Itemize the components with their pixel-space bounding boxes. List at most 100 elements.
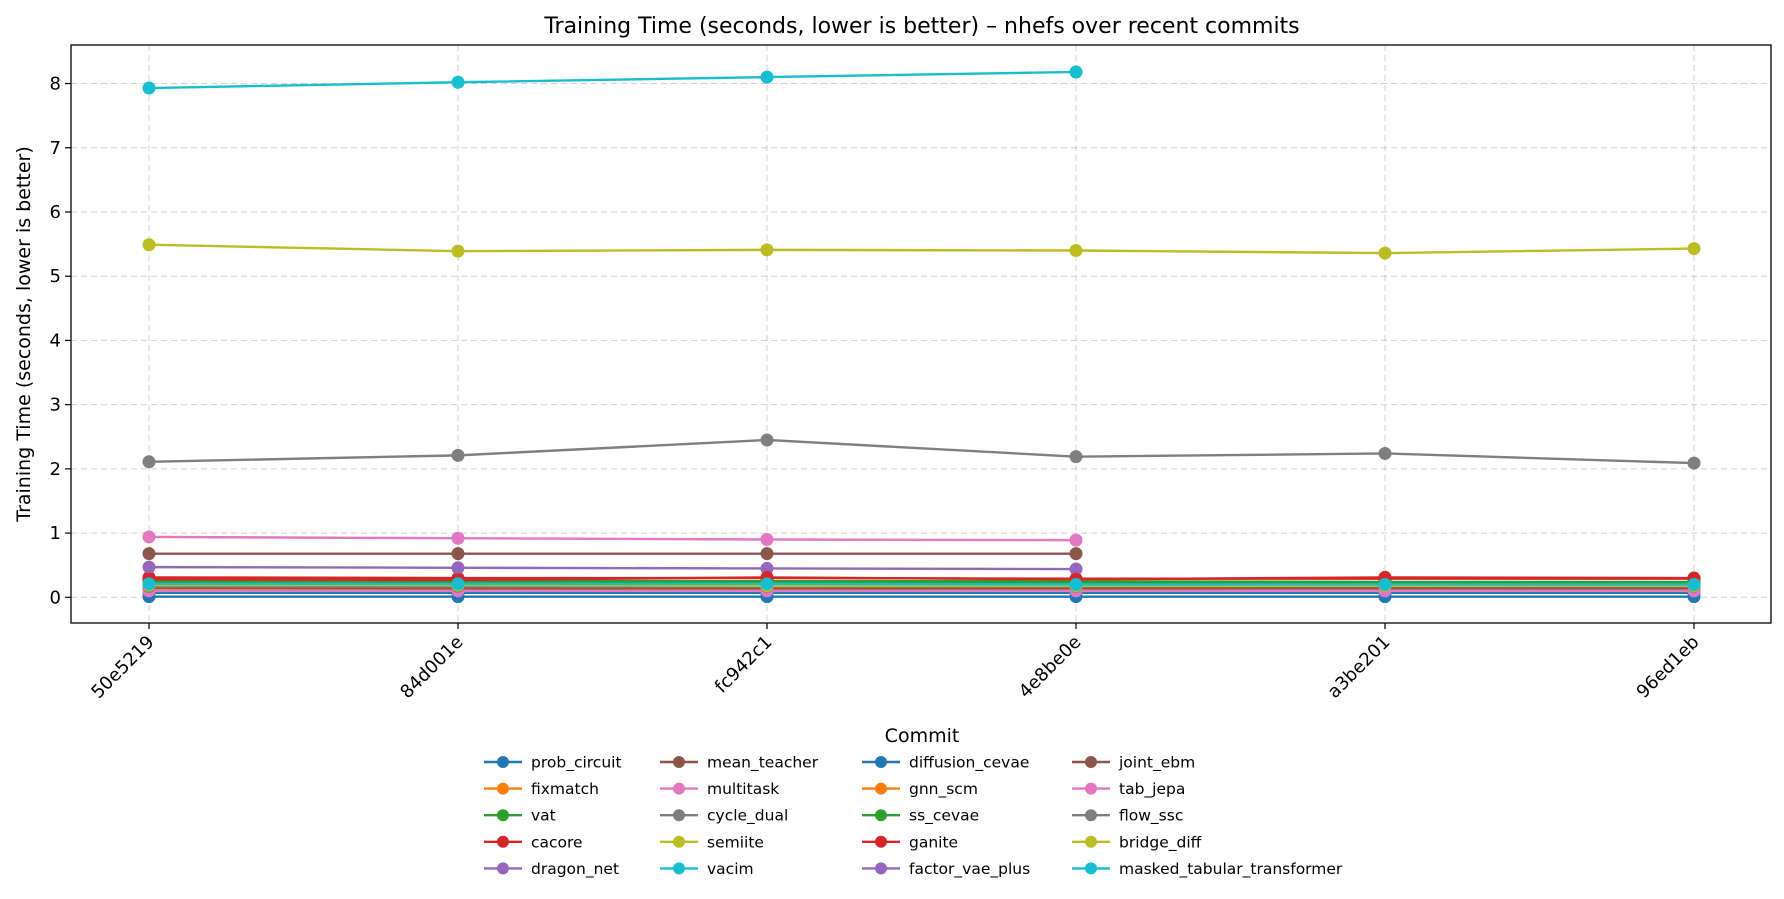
legend-swatch-marker bbox=[497, 756, 509, 768]
legend-item: masked_tabular_transformer bbox=[1072, 860, 1343, 879]
data-point bbox=[142, 560, 156, 574]
data-point bbox=[451, 75, 465, 89]
legend-label: semiite bbox=[707, 833, 764, 851]
legend-item: factor_vae_plus bbox=[862, 860, 1030, 879]
data-point bbox=[1378, 577, 1392, 591]
data-point bbox=[760, 577, 774, 591]
data-point bbox=[1687, 242, 1701, 256]
legend-item: flow_ssc bbox=[1072, 807, 1183, 826]
series-line bbox=[148, 586, 1694, 590]
series-multitask bbox=[142, 530, 1083, 547]
legend-swatch-marker bbox=[673, 862, 685, 875]
chart-title: Training Time (seconds, lower is better)… bbox=[543, 14, 1299, 39]
series-line bbox=[149, 582, 1694, 586]
series-line bbox=[148, 565, 1077, 571]
x-tick-label: fc942c1 bbox=[711, 632, 777, 698]
y-tick-label: 6 bbox=[50, 202, 61, 223]
legend-swatch-marker bbox=[875, 809, 887, 822]
series-line bbox=[148, 579, 1694, 584]
legend-swatch-marker bbox=[1085, 782, 1097, 795]
legend-swatch-marker bbox=[673, 809, 685, 822]
legend: prob_circuit fixmatch vat cacore dragon_net m… bbox=[484, 754, 1343, 879]
legend-item: bridge_diff bbox=[1072, 833, 1202, 852]
plot-series bbox=[142, 65, 1701, 604]
legend-label: tab_jepa bbox=[1119, 780, 1185, 799]
y-tick-label: 7 bbox=[50, 138, 61, 159]
series-semiite bbox=[142, 238, 1701, 260]
series-dragon_net bbox=[142, 560, 1083, 576]
legend-label: vacim bbox=[707, 860, 754, 878]
legend-item: semiite bbox=[660, 833, 764, 851]
legend-item: mean_teacher bbox=[660, 754, 819, 773]
legend-label: prob_circuit bbox=[531, 754, 622, 773]
legend-label: factor_vae_plus bbox=[909, 860, 1030, 879]
data-point bbox=[760, 243, 774, 257]
legend-swatch-marker bbox=[875, 782, 887, 795]
legend-title: Commit bbox=[885, 725, 960, 747]
series-line bbox=[148, 438, 1695, 465]
legend-swatch-marker bbox=[1085, 809, 1097, 822]
x-tick-label: 4e8be0e bbox=[1015, 632, 1086, 703]
data-point bbox=[451, 531, 465, 545]
data-point bbox=[451, 448, 465, 462]
data-point bbox=[142, 81, 156, 95]
data-point bbox=[1069, 244, 1083, 258]
data-point bbox=[142, 238, 156, 252]
legend-label: cycle_dual bbox=[707, 807, 788, 826]
series-line bbox=[148, 535, 1077, 542]
legend-label: bridge_diff bbox=[1119, 833, 1202, 852]
data-point bbox=[142, 577, 156, 591]
data-point bbox=[760, 547, 774, 561]
y-tick-label: 8 bbox=[50, 74, 61, 95]
series-line bbox=[148, 70, 1077, 90]
y-tick-label: 1 bbox=[50, 523, 61, 544]
legend-item: cacore bbox=[484, 833, 583, 851]
y-tick-label: 2 bbox=[50, 459, 61, 480]
data-point bbox=[1378, 446, 1392, 460]
legend-label: cacore bbox=[531, 833, 583, 851]
legend-item: vacim bbox=[660, 860, 754, 878]
legend-label: ss_cevae bbox=[909, 807, 979, 826]
legend-item: fixmatch bbox=[484, 780, 599, 798]
y-tick-label: 0 bbox=[50, 587, 61, 608]
legend-swatch-marker bbox=[497, 862, 509, 875]
data-point bbox=[1378, 246, 1392, 260]
data-point bbox=[1069, 533, 1083, 547]
x-tick-label: 84d001e bbox=[396, 632, 467, 703]
series-cycle_dual bbox=[142, 433, 1701, 470]
series-line bbox=[149, 583, 1694, 587]
legend-label: mean_teacher bbox=[707, 754, 819, 773]
legend-swatch-marker bbox=[673, 782, 685, 795]
legend-item: vat bbox=[484, 807, 556, 825]
legend-swatch-marker bbox=[1085, 756, 1097, 768]
x-tick-label: a3be201 bbox=[1324, 632, 1395, 703]
legend-swatch-marker bbox=[875, 835, 887, 848]
series-line bbox=[148, 576, 1695, 582]
series-mean_teacher bbox=[142, 547, 1083, 561]
legend-swatch-marker bbox=[875, 756, 887, 768]
data-point bbox=[451, 244, 465, 258]
data-point bbox=[142, 530, 156, 544]
data-point bbox=[1069, 547, 1083, 561]
legend-swatch-marker bbox=[497, 782, 509, 795]
y-axis-ticks: 0 1 2 3 4 5 6 7 8 bbox=[50, 74, 71, 608]
data-point bbox=[1687, 456, 1701, 470]
legend-label: ganite bbox=[909, 833, 958, 851]
legend-item: multitask bbox=[660, 780, 779, 798]
y-tick-label: 5 bbox=[50, 266, 61, 287]
legend-item: dragon_net bbox=[484, 860, 619, 879]
x-tick-label: 50e5219 bbox=[87, 632, 158, 703]
legend-swatch-marker bbox=[875, 862, 887, 875]
data-point bbox=[142, 455, 156, 469]
data-point bbox=[760, 533, 774, 547]
legend-item: gnn_scm bbox=[862, 780, 978, 799]
grid bbox=[71, 45, 1771, 623]
y-tick-label: 4 bbox=[50, 330, 61, 351]
legend-label: dragon_net bbox=[531, 860, 619, 879]
legend-item: ganite bbox=[862, 833, 958, 851]
legend-item: joint_ebm bbox=[1072, 754, 1195, 773]
legend-label: diffusion_cevae bbox=[909, 754, 1029, 773]
data-point bbox=[1069, 65, 1083, 79]
y-axis-label: Training Time (seconds, lower is better) bbox=[13, 146, 35, 522]
